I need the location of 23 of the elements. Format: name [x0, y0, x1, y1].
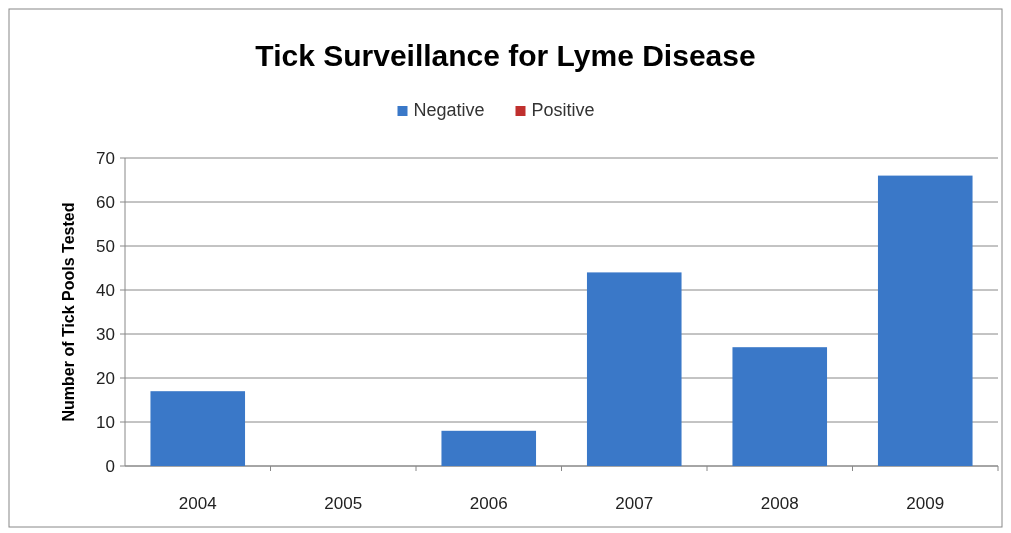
x-tick-label: 2008 [760, 494, 799, 513]
y-tick-label: 0 [105, 457, 115, 476]
bar [877, 175, 973, 466]
x-tick-label: 2005 [324, 494, 363, 513]
y-tick-label: 70 [96, 149, 115, 168]
bar [586, 272, 682, 466]
y-tick-label: 10 [96, 413, 115, 432]
chart-title: Tick Surveillance for Lyme Disease [255, 39, 756, 72]
x-tick-label: 2007 [615, 494, 654, 513]
bar [150, 391, 246, 466]
bar [732, 347, 828, 466]
x-tick-label: 2006 [469, 494, 508, 513]
x-tick-label: 2004 [178, 494, 217, 513]
legend-label: Negative [413, 100, 485, 120]
y-tick-label: 60 [96, 193, 115, 212]
y-tick-label: 40 [96, 281, 115, 300]
x-tick-label: 2009 [906, 494, 945, 513]
y-tick-label: 50 [96, 237, 115, 256]
y-axis-title: Number of Tick Pools Tested [60, 202, 77, 422]
legend-label: Positive [531, 100, 595, 120]
bar [441, 430, 537, 466]
y-tick-label: 30 [96, 325, 115, 344]
y-tick-label: 20 [96, 369, 115, 388]
